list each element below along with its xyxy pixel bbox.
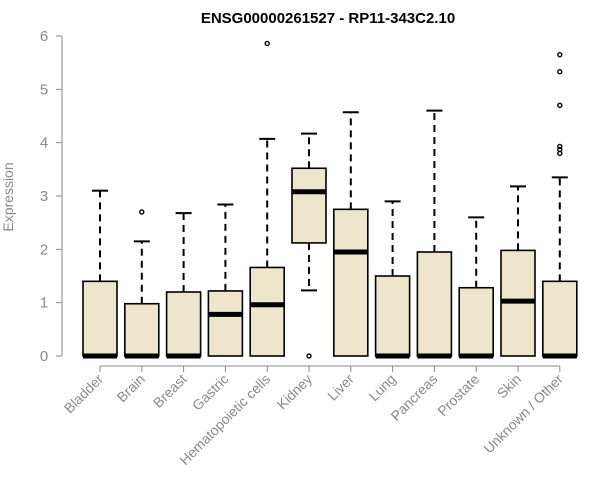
box	[541, 280, 578, 357]
y-axis-label: Expression	[0, 162, 16, 231]
chart-title: ENSG00000261527 - RP11-343C2.10	[201, 10, 455, 27]
box	[291, 167, 327, 244]
x-tick-label: Prostate	[434, 371, 482, 419]
box	[332, 208, 369, 357]
x-tick-label: Liver	[324, 371, 357, 404]
box-group	[165, 212, 202, 359]
x-tick-label: Unknown / Other	[480, 371, 566, 457]
box-group	[332, 111, 369, 357]
outlier-point	[557, 51, 563, 58]
box	[249, 266, 285, 357]
box	[416, 251, 453, 357]
box	[124, 302, 160, 357]
boxes	[82, 40, 578, 359]
box	[165, 291, 202, 357]
outlier-point	[264, 40, 270, 47]
x-tick-label: Brain	[113, 371, 147, 405]
y-tick-label: 0	[40, 348, 48, 365]
box	[458, 286, 495, 357]
outlier-point	[557, 102, 563, 109]
box-group	[207, 203, 244, 357]
outlier-point	[306, 353, 312, 359]
x-tick-label: Skin	[494, 371, 525, 402]
box-group	[500, 185, 536, 357]
box	[374, 275, 411, 357]
x-tick-label: Lung	[365, 371, 398, 404]
box	[207, 290, 244, 357]
box-group	[249, 40, 285, 357]
box-group	[458, 216, 495, 359]
box-group	[374, 200, 411, 359]
y-axis: 0 1 2 3 4 5 6	[40, 28, 63, 365]
box-group	[416, 109, 453, 359]
box-group	[124, 209, 160, 359]
y-tick-label: 5	[40, 81, 48, 98]
y-tick-label: 6	[40, 28, 48, 45]
outlier-point	[557, 69, 563, 75]
box-group	[291, 132, 327, 359]
box-group	[82, 189, 118, 359]
y-tick-label: 2	[40, 241, 48, 258]
x-tick-label: Bladder	[61, 371, 107, 417]
box	[82, 280, 118, 357]
outlier-point	[557, 146, 563, 153]
y-tick-label: 4	[40, 135, 48, 152]
outlier-point	[139, 209, 145, 215]
x-tick-label: Breast	[150, 371, 190, 411]
x-tick-label: Kidney	[274, 371, 316, 413]
y-tick-label: 3	[40, 188, 48, 205]
y-tick-label: 1	[40, 295, 48, 312]
box-group	[541, 51, 578, 359]
outlier-point	[557, 143, 563, 150]
